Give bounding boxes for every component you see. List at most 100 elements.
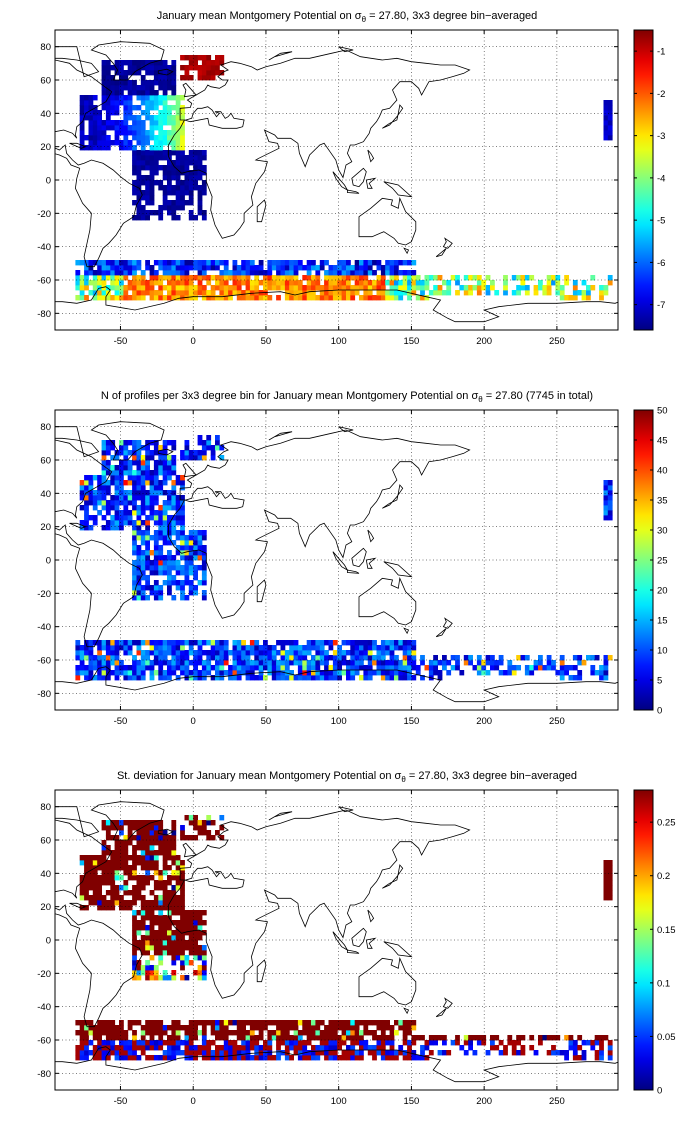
data-cell bbox=[193, 655, 198, 661]
data-cell bbox=[293, 285, 299, 291]
data-cell bbox=[271, 665, 277, 671]
data-cell bbox=[188, 565, 194, 571]
data-cell bbox=[167, 460, 172, 466]
data-cell bbox=[158, 1020, 164, 1026]
data-cell bbox=[110, 850, 116, 856]
data-cell bbox=[284, 1035, 290, 1041]
data-cell bbox=[75, 1055, 81, 1061]
data-cell bbox=[145, 265, 150, 271]
data-cell bbox=[564, 280, 569, 286]
data-cell bbox=[603, 885, 609, 891]
data-cell bbox=[197, 1030, 203, 1036]
data-cell bbox=[175, 885, 181, 891]
data-cell bbox=[140, 550, 146, 556]
y-tick-label: 20 bbox=[40, 902, 51, 913]
data-cell bbox=[564, 665, 569, 671]
data-cell bbox=[140, 500, 146, 506]
data-cell bbox=[167, 675, 172, 681]
data-cell bbox=[188, 910, 194, 916]
data-cell bbox=[140, 535, 146, 541]
data-cell bbox=[158, 135, 164, 141]
data-cell bbox=[219, 1030, 225, 1036]
data-cell bbox=[193, 550, 198, 556]
data-cell bbox=[153, 590, 159, 596]
data-cell bbox=[180, 1050, 185, 1056]
data-cell bbox=[158, 480, 164, 486]
data-cell bbox=[210, 1020, 216, 1026]
data-cell bbox=[232, 1020, 238, 1026]
data-cell bbox=[603, 125, 609, 131]
data-cell bbox=[206, 1050, 212, 1056]
data-cell bbox=[162, 480, 168, 486]
data-cell bbox=[193, 55, 198, 61]
data-cell bbox=[197, 930, 203, 936]
data-cell bbox=[162, 475, 168, 481]
data-cell bbox=[97, 1050, 102, 1056]
data-cell bbox=[306, 1030, 312, 1036]
data-cell bbox=[350, 275, 356, 281]
data-cell bbox=[249, 640, 255, 646]
data-cell bbox=[167, 855, 172, 861]
coastline bbox=[7, 475, 14, 478]
data-cell bbox=[193, 455, 198, 461]
data-cell bbox=[153, 475, 159, 481]
data-cell bbox=[145, 480, 150, 486]
data-cell bbox=[188, 535, 194, 541]
data-cell bbox=[223, 295, 229, 301]
data-cell bbox=[97, 115, 102, 121]
data-cell bbox=[228, 670, 233, 676]
data-cell bbox=[481, 1035, 487, 1041]
data-cell bbox=[433, 655, 438, 661]
data-cell bbox=[167, 80, 172, 86]
data-cell bbox=[114, 825, 120, 831]
data-cell bbox=[249, 280, 255, 286]
data-cell bbox=[101, 865, 107, 871]
data-cell bbox=[167, 580, 172, 586]
data-cell bbox=[158, 955, 164, 961]
data-cell bbox=[407, 1020, 412, 1026]
data-cell bbox=[114, 525, 120, 531]
data-cell bbox=[219, 825, 225, 831]
data-cell bbox=[201, 965, 207, 971]
data-cell bbox=[162, 835, 168, 841]
data-cell bbox=[149, 940, 155, 946]
data-cell bbox=[319, 1020, 325, 1026]
data-cell bbox=[123, 670, 129, 676]
data-cell bbox=[88, 130, 94, 136]
data-cell bbox=[241, 275, 246, 281]
data-cell bbox=[236, 280, 242, 286]
data-cell bbox=[136, 510, 142, 516]
data-cell bbox=[145, 640, 150, 646]
data-cell bbox=[119, 90, 124, 96]
data-cell bbox=[363, 260, 369, 266]
data-cell bbox=[136, 580, 142, 586]
data-cell bbox=[162, 650, 168, 656]
data-cell bbox=[84, 855, 89, 861]
data-cell bbox=[127, 440, 133, 446]
data-cell bbox=[367, 1050, 373, 1056]
data-cell bbox=[188, 545, 194, 551]
data-cell bbox=[372, 285, 377, 291]
data-cell bbox=[114, 85, 120, 91]
data-cell bbox=[145, 110, 150, 116]
data-cell bbox=[167, 200, 172, 206]
data-cell bbox=[158, 150, 164, 156]
data-cell bbox=[132, 290, 137, 296]
data-cell bbox=[476, 285, 482, 291]
data-cell bbox=[193, 935, 198, 941]
data-cell bbox=[149, 275, 155, 281]
data-cell bbox=[97, 495, 102, 501]
data-cell bbox=[123, 120, 129, 126]
data-cell bbox=[101, 845, 107, 851]
data-cell bbox=[114, 500, 120, 506]
data-cell bbox=[175, 1040, 181, 1046]
data-cell bbox=[136, 585, 142, 591]
data-cell bbox=[167, 170, 172, 176]
data-cell bbox=[136, 265, 142, 271]
data-cell bbox=[442, 1035, 447, 1041]
data-cell bbox=[153, 465, 159, 471]
data-cell bbox=[79, 1055, 85, 1061]
data-cell bbox=[363, 1040, 369, 1046]
data-cell bbox=[193, 1050, 198, 1056]
data-cell bbox=[586, 1040, 591, 1046]
